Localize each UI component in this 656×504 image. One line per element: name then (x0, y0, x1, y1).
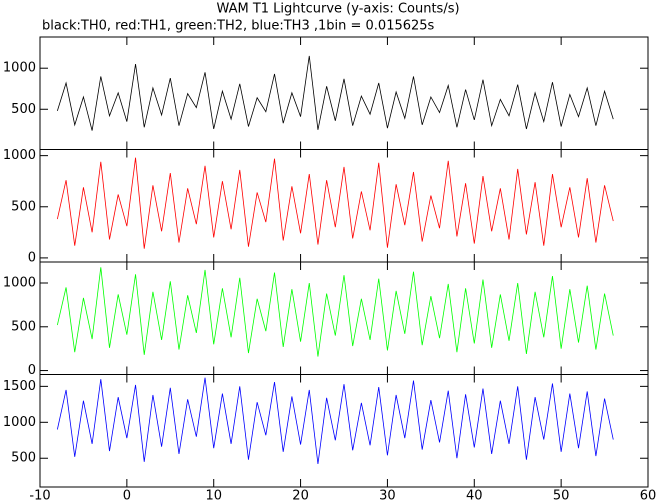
x-tick-label: 20 (292, 489, 309, 504)
y-tick-label: 1000 (3, 415, 36, 430)
panel-frame (39, 374, 649, 488)
panel-frame (39, 149, 649, 263)
y-tick-label: 0 (28, 250, 36, 265)
y-tick-label: 1000 (3, 148, 36, 163)
x-tick-label: -10 (29, 489, 50, 504)
y-tick-label: 1000 (3, 61, 36, 76)
x-tick-label: 50 (553, 489, 570, 504)
light-curve (56, 55, 614, 131)
x-tick-label: 40 (466, 489, 483, 504)
y-tick-label: 1500 (3, 379, 36, 394)
y-tick-label: 500 (11, 102, 36, 117)
y-tick-label: 500 (11, 199, 36, 214)
x-tick-label: 0 (123, 489, 131, 504)
chart-subtitle: black:TH0, red:TH1, green:TH2, blue:TH3 … (42, 19, 435, 34)
y-tick-label: 500 (11, 451, 36, 466)
y-tick-label: 1000 (3, 276, 36, 291)
chart-title: WAM T1 Lightcurve (y-axis: Counts/s) (216, 2, 459, 17)
x-tick-label: 30 (379, 489, 396, 504)
y-tick-label: 0 (28, 363, 36, 378)
panel-frame (39, 261, 649, 375)
y-tick-label: 500 (11, 319, 36, 334)
x-tick-label: 10 (205, 489, 222, 504)
light-curve (56, 267, 614, 357)
x-tick-label: 60 (640, 489, 656, 504)
light-curve (56, 377, 614, 465)
light-curve (56, 157, 614, 249)
